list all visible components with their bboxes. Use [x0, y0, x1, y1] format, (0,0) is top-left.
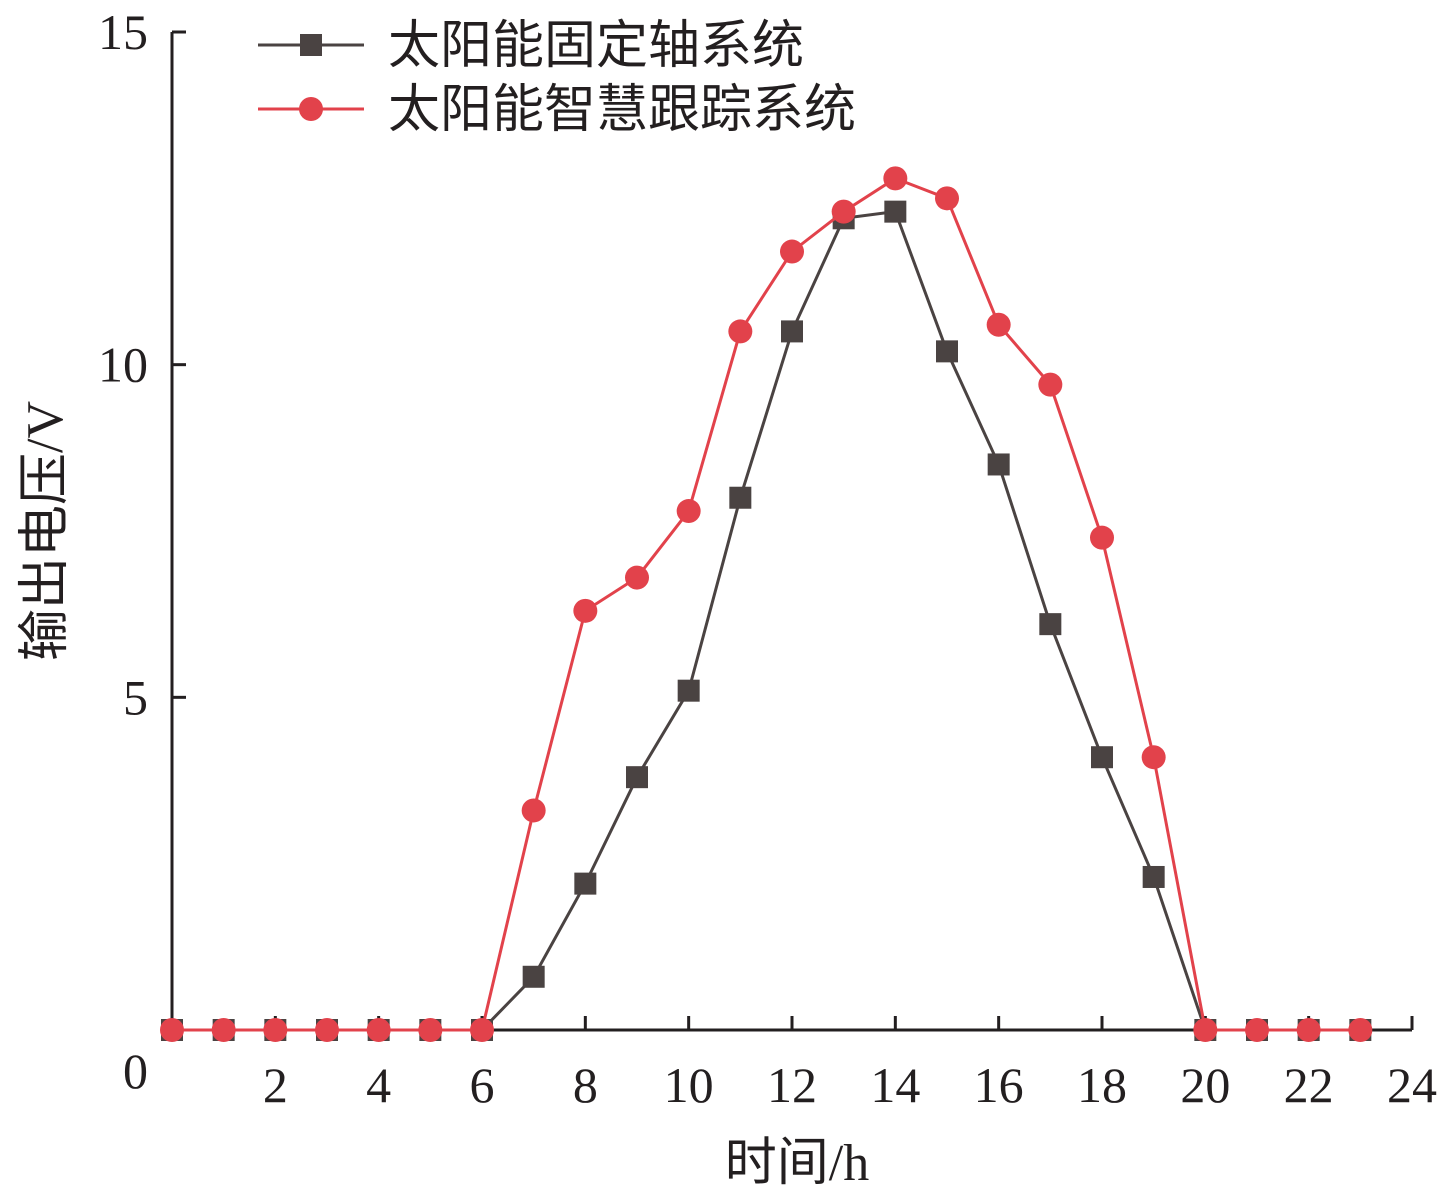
- data-point: [935, 186, 959, 211]
- data-point: [1193, 1018, 1218, 1042]
- data-point: [573, 598, 598, 623]
- data-point: [781, 320, 803, 343]
- data-point: [470, 1018, 494, 1042]
- data-point: [1348, 1018, 1373, 1042]
- x-tick-label: 16: [974, 1057, 1024, 1113]
- data-point: [366, 1018, 391, 1042]
- data-point: [987, 453, 1010, 476]
- data-point: [418, 1018, 443, 1042]
- axes: [170, 32, 1412, 1032]
- x-tick-label: 12: [767, 1057, 817, 1113]
- data-point: [574, 872, 597, 895]
- x-tick-label: 2: [263, 1057, 288, 1113]
- data-point: [1245, 1018, 1269, 1042]
- legend-item: 太阳能智慧跟踪系统: [258, 82, 856, 139]
- x-tick-label: 10: [664, 1057, 714, 1113]
- data-point: [986, 312, 1011, 337]
- x-tick-label: 24: [1387, 1057, 1437, 1113]
- data-point: [676, 499, 701, 524]
- legend-item: 太阳能固定轴系统: [258, 18, 804, 75]
- legend-marker: [299, 97, 323, 121]
- data-point: [1038, 372, 1063, 397]
- y-tick-label: 5: [123, 669, 148, 725]
- data-point: [315, 1018, 339, 1042]
- y-tick-label: 0: [123, 1043, 148, 1099]
- series-1: [161, 200, 1372, 1041]
- y-tick-label: 15: [98, 4, 148, 60]
- y-tick-label: 10: [98, 337, 148, 393]
- data-point: [729, 486, 752, 509]
- legend-marker: [300, 34, 322, 56]
- y-ticks: 0 5 10 15: [98, 4, 186, 1099]
- data-point: [1142, 865, 1165, 888]
- x-tick-label: 8: [573, 1057, 598, 1113]
- x-tick-label: 14: [870, 1057, 920, 1113]
- data-point: [831, 199, 856, 224]
- x-tick-label: 6: [470, 1057, 495, 1113]
- data-point: [625, 565, 649, 590]
- x-tick-label: 18: [1077, 1057, 1127, 1113]
- x-tick-label: 4: [366, 1057, 391, 1113]
- y-axis-title: 输出电压/V: [17, 401, 74, 661]
- data-point: [884, 200, 907, 223]
- data-point: [883, 166, 908, 191]
- data-point: [211, 1018, 236, 1042]
- data-point: [1091, 746, 1113, 769]
- x-ticks: 2 4 6 8 10 12 14 16 18 20 22 24: [263, 1016, 1437, 1113]
- series-layer: [160, 166, 1373, 1042]
- legend-label: 太阳能固定轴系统: [388, 18, 804, 75]
- data-point: [1039, 613, 1062, 636]
- series-line: [172, 176, 1361, 1032]
- data-point: [522, 965, 545, 988]
- data-point: [160, 1018, 184, 1042]
- data-point: [521, 798, 546, 823]
- data-point: [936, 340, 958, 363]
- data-point: [728, 319, 753, 344]
- series-2: [160, 166, 1373, 1042]
- data-point: [1296, 1018, 1321, 1042]
- x-axis-title: 时间/h: [725, 1135, 869, 1192]
- x-tick-label: 22: [1284, 1057, 1334, 1113]
- data-point: [1090, 525, 1114, 550]
- x-tick-label: 20: [1180, 1057, 1230, 1113]
- data-point: [626, 766, 648, 789]
- data-point: [780, 239, 804, 264]
- data-point: [1141, 745, 1166, 770]
- data-point: [263, 1018, 288, 1042]
- data-point: [677, 679, 700, 702]
- legend-label: 太阳能智慧跟踪系统: [388, 82, 856, 139]
